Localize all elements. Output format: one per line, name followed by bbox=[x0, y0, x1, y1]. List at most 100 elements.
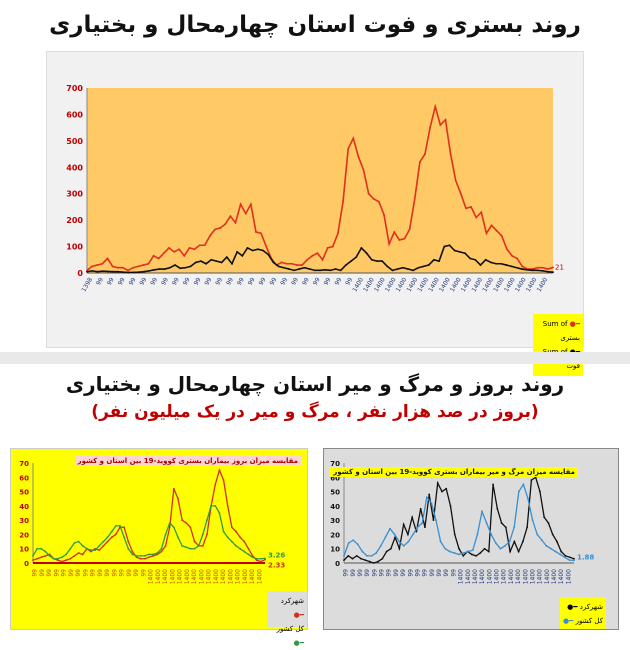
y-tick-label: 70 bbox=[330, 460, 340, 468]
data-point bbox=[215, 260, 218, 263]
data-point bbox=[86, 270, 88, 273]
data-point bbox=[96, 264, 99, 266]
x-tick-label: 99 bbox=[128, 276, 138, 286]
data-point bbox=[351, 557, 354, 560]
data-point bbox=[301, 264, 303, 266]
data-point bbox=[65, 559, 68, 562]
data-point bbox=[168, 522, 171, 524]
data-point bbox=[116, 266, 119, 269]
data-point bbox=[219, 227, 222, 229]
data-point bbox=[267, 253, 270, 256]
data-point bbox=[230, 540, 233, 543]
data-point bbox=[178, 248, 181, 251]
x-tick-label: 1400 bbox=[177, 569, 184, 584]
data-point bbox=[347, 554, 350, 557]
data-point bbox=[546, 270, 549, 273]
x-tick-label: 99 bbox=[371, 569, 378, 577]
data-point bbox=[347, 147, 350, 150]
data-point bbox=[343, 559, 345, 562]
x-tick-label: 1398 bbox=[80, 276, 94, 293]
x-tick-label: 1400 bbox=[472, 569, 479, 584]
data-point bbox=[438, 260, 440, 263]
divider bbox=[0, 352, 630, 364]
data-point bbox=[513, 540, 516, 543]
data-point bbox=[500, 235, 503, 237]
data-point bbox=[288, 268, 290, 270]
data-point bbox=[443, 245, 446, 248]
legend: ━● Sum of بستری ━● Sum of فوت bbox=[533, 314, 583, 376]
x-tick-label: 99 bbox=[133, 569, 140, 577]
data-point bbox=[264, 558, 266, 561]
data-point bbox=[111, 265, 114, 268]
data-point bbox=[573, 557, 575, 560]
data-point bbox=[436, 482, 439, 484]
x-tick-label: 1400 bbox=[544, 569, 551, 584]
data-point bbox=[160, 547, 163, 550]
data-point bbox=[504, 526, 507, 529]
data-point bbox=[368, 560, 371, 563]
data-point bbox=[189, 547, 192, 550]
data-point bbox=[127, 269, 129, 272]
data-point bbox=[475, 216, 478, 219]
data-point bbox=[222, 479, 225, 482]
data-point bbox=[386, 265, 389, 268]
data-point bbox=[550, 547, 552, 550]
data-point bbox=[429, 126, 431, 129]
data-point bbox=[366, 554, 368, 557]
data-point bbox=[106, 257, 109, 260]
y-tick-label: 0 bbox=[335, 560, 340, 568]
data-point bbox=[568, 559, 571, 562]
x-tick-label: 99 bbox=[104, 569, 111, 577]
data-point bbox=[453, 533, 456, 536]
data-point bbox=[469, 257, 472, 260]
data-point bbox=[251, 249, 254, 252]
data-point bbox=[448, 550, 451, 553]
data-point bbox=[90, 550, 92, 553]
data-point bbox=[458, 250, 461, 253]
data-point bbox=[296, 264, 298, 266]
data-point bbox=[285, 262, 288, 265]
data-point bbox=[137, 265, 140, 268]
data-point bbox=[194, 261, 197, 264]
chart-hospitalization-death: 0 100 200 300 400 500 600 700 1398 99 99 99 99 99 99 99… bbox=[46, 51, 584, 376]
x-tick-label: 99 bbox=[379, 569, 386, 577]
data-point bbox=[474, 258, 477, 261]
data-point bbox=[344, 264, 347, 266]
data-point bbox=[249, 203, 252, 206]
x-tick-label: 99 bbox=[138, 276, 148, 286]
data-point bbox=[458, 553, 460, 556]
y-tick-label: 60 bbox=[19, 474, 29, 482]
data-point bbox=[255, 559, 258, 562]
data-point bbox=[193, 248, 196, 251]
data-point bbox=[132, 266, 134, 269]
data-point bbox=[449, 504, 452, 507]
data-point bbox=[198, 244, 201, 247]
data-point bbox=[272, 261, 275, 264]
data-point bbox=[40, 556, 43, 559]
x-tick-label: 99 bbox=[39, 569, 46, 577]
data-point bbox=[148, 553, 150, 556]
x-tick-label: 99 bbox=[258, 276, 268, 286]
legend-item: شهرکرد ━● bbox=[567, 603, 603, 611]
y-tick-label: 0 bbox=[77, 269, 83, 278]
data-point bbox=[490, 533, 493, 536]
data-point bbox=[439, 540, 442, 543]
y-tick-label: 0 bbox=[24, 560, 29, 568]
data-point bbox=[164, 533, 167, 536]
x-tick-label: 1400 bbox=[169, 569, 176, 584]
x-tick-label: 99 bbox=[279, 276, 289, 286]
data-point bbox=[179, 267, 182, 270]
x-tick-label: 99 bbox=[236, 276, 246, 286]
data-point bbox=[377, 200, 380, 203]
data-point bbox=[357, 155, 360, 158]
data-point bbox=[388, 243, 391, 245]
data-point bbox=[256, 248, 259, 251]
data-point bbox=[174, 264, 176, 266]
data-point bbox=[421, 522, 424, 524]
series-line bbox=[32, 505, 266, 560]
data-point bbox=[560, 550, 563, 553]
data-point bbox=[173, 250, 175, 253]
data-point bbox=[430, 502, 433, 504]
x-tick-label: 99 bbox=[414, 569, 421, 577]
data-point bbox=[139, 557, 142, 560]
